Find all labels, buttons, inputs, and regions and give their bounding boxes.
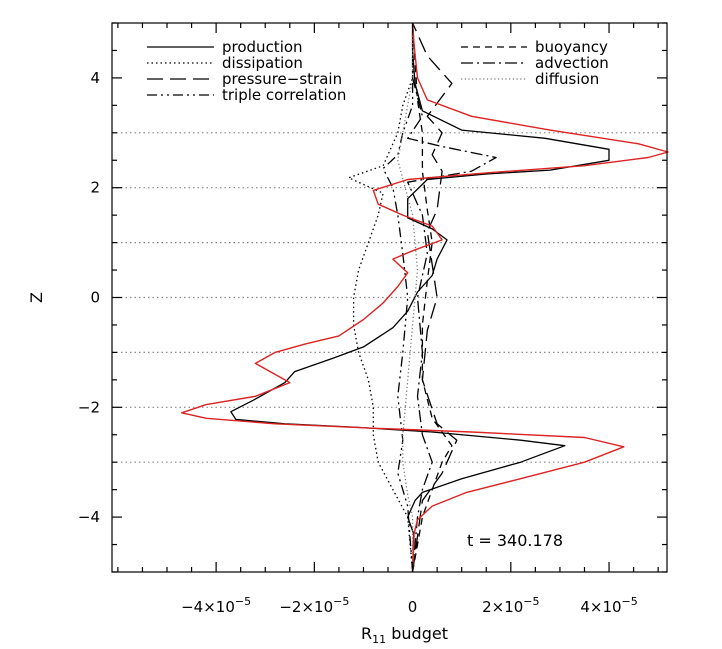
legend-label: production — [222, 38, 303, 56]
x-tick-label: 2×10−5 — [482, 595, 539, 616]
legend: productiondissipationpressure−straintrip… — [147, 38, 609, 104]
series-line-triple-correlation — [382, 23, 414, 573]
y-axis-title: Z — [27, 292, 46, 303]
x-axis-title-suffix: budget — [386, 624, 448, 643]
legend-label: diffusion — [535, 70, 599, 88]
x-tick-label: −2×10−5 — [279, 595, 349, 616]
series-line-diffusion — [397, 23, 419, 572]
series-line-production — [230, 23, 610, 573]
y-tick-label: 0 — [90, 289, 100, 307]
x-tick-label: −4×10−5 — [181, 595, 251, 616]
x-axis-title: R11 budget — [361, 624, 448, 646]
axis-ticks: −4×10−5 −2×10−5 0 2×10−5 4×10−5 −4 −2 0 2 4 — [78, 22, 667, 616]
legend-label: triple correlation — [222, 86, 346, 104]
series-line-pressure-strain — [411, 22, 458, 573]
y-tick-label: −4 — [78, 508, 100, 526]
x-axis-title-subscript: 11 — [372, 633, 386, 646]
y-tick-label: 2 — [90, 179, 100, 197]
legend-label: advection — [535, 54, 609, 72]
series-lines — [181, 22, 669, 573]
time-annotation: t = 340.178 — [467, 531, 563, 550]
series-line-dissipation — [348, 23, 414, 573]
series-line-red — [181, 22, 669, 573]
y-tick-label: −2 — [78, 398, 100, 416]
legend-label: dissipation — [222, 54, 303, 72]
plot-frame — [111, 22, 668, 573]
legend-label: buoyancy — [535, 38, 608, 56]
x-tick-label: 0 — [408, 598, 418, 616]
y-tick-label: 4 — [90, 69, 100, 87]
x-axis-title-main: R — [361, 624, 372, 643]
x-tick-label: 4×10−5 — [580, 595, 637, 616]
legend-label: pressure−strain — [222, 70, 342, 88]
